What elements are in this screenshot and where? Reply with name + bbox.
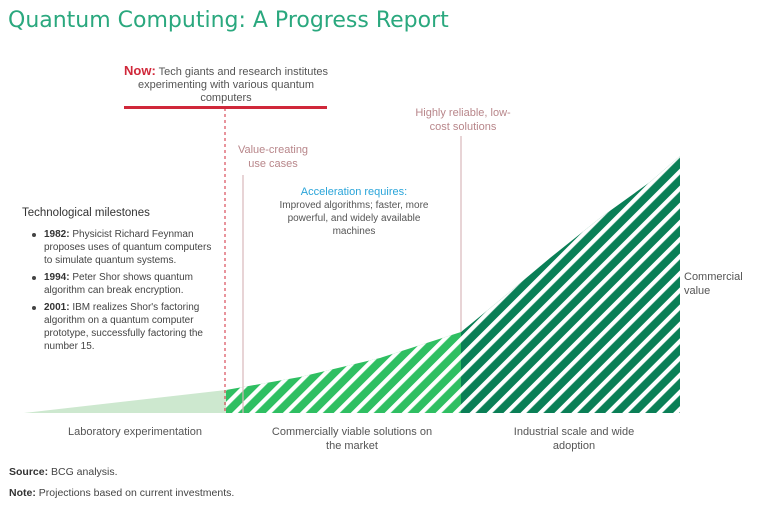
now-label: Now: (124, 63, 156, 78)
milestones-list: 1982: Physicist Richard Feynman proposes… (22, 228, 222, 353)
note-label: Note: (9, 487, 36, 499)
note-text: Projections based on current investments… (38, 487, 235, 499)
milestone-text: Peter Shor shows quantum algorithm can b… (44, 272, 193, 296)
now-underline (124, 106, 327, 109)
phase1-area (24, 390, 226, 413)
source-label: Source: (9, 466, 49, 478)
note-line: Note: Projections based on current inves… (9, 487, 234, 499)
acceleration-callout: Acceleration requires: Improved algorith… (270, 186, 438, 238)
milestone-year: 1982: (44, 229, 70, 240)
milestones-panel: Technological milestones 1982: Physicist… (22, 207, 222, 357)
phase-commercial-label: Commercially viable solutions on the mar… (271, 426, 433, 452)
page-title: Quantum Computing: A Progress Report (8, 8, 449, 33)
now-callout: Now: Tech giants and research institutes… (124, 64, 328, 105)
phase2-area (226, 332, 461, 413)
commercial-value-label: Commercial value (684, 271, 743, 297)
now-text: Tech giants and research institutes expe… (137, 66, 329, 104)
milestone-year: 1994: (44, 272, 70, 283)
milestone-text: Physicist Richard Feynman proposes uses … (44, 229, 212, 266)
milestone-year: 2001: (44, 302, 70, 313)
highly-reliable-label: Highly reliable, low-cost solutions (415, 107, 511, 133)
phase-industrial-label: Industrial scale and wide adoption (513, 426, 635, 452)
acceleration-text: Improved algorithms; faster, more powerf… (279, 200, 429, 237)
milestone-item: 2001: IBM realizes Shor's factoring algo… (32, 301, 222, 353)
source-line: Source: BCG analysis. (9, 466, 118, 478)
source-text: BCG analysis. (51, 466, 118, 478)
milestone-item: 1982: Physicist Richard Feynman proposes… (32, 228, 222, 267)
phase3-area (461, 156, 680, 413)
acceleration-title: Acceleration requires: (300, 186, 408, 198)
milestone-text: IBM realizes Shor's factoring algorithm … (44, 302, 203, 352)
value-creating-label: Value-creating use cases (237, 144, 309, 170)
milestones-title: Technological milestones (22, 207, 150, 219)
phase-laboratory-label: Laboratory experimentation (68, 426, 202, 438)
milestone-item: 1994: Peter Shor shows quantum algorithm… (32, 271, 222, 297)
